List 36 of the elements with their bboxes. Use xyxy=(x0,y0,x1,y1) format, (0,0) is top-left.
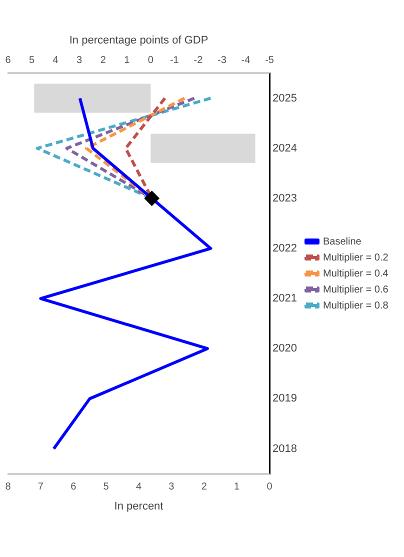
x-axis-title: In percent xyxy=(114,500,164,512)
y-tick-label: 2020 xyxy=(272,342,298,355)
x2-tick-label: 3 xyxy=(76,54,83,66)
y-tick-label: 2023 xyxy=(272,192,298,204)
x-tick-label: 7 xyxy=(38,482,44,493)
x2-axis-title: In percentage points of GDP xyxy=(69,34,208,47)
x-tick-label: 4 xyxy=(136,482,142,493)
x-tick-label: 8 xyxy=(5,482,12,493)
x2-tick-label: 0 xyxy=(148,54,154,66)
x2-tick-label: -4 xyxy=(241,54,251,66)
y-tick-label: 2018 xyxy=(272,442,298,455)
x2-tick-label: 1 xyxy=(124,54,130,66)
y-tick-label: 2019 xyxy=(272,392,298,405)
legend-label: Baseline xyxy=(323,236,362,248)
legend-label: Multiplier = 0.8 xyxy=(323,300,389,312)
x-tick-label: 5 xyxy=(103,482,110,493)
y-tick-label: 2024 xyxy=(272,142,298,154)
y-tick-label: 2025 xyxy=(272,92,298,104)
x-tick-label: 1 xyxy=(234,482,240,493)
x-tick-label: 6 xyxy=(70,482,77,493)
x2-tick-label: -3 xyxy=(218,54,227,66)
y-tick-label: 2021 xyxy=(272,292,298,305)
y-tick-label: 2022 xyxy=(272,242,298,254)
x2-tick-label: -5 xyxy=(265,54,274,66)
legend-label: Multiplier = 0.2 xyxy=(323,252,389,264)
x2-tick-label: 4 xyxy=(52,54,59,66)
x2-tick-label: 2 xyxy=(100,54,106,66)
legend-label: Multiplier = 0.6 xyxy=(323,284,389,296)
x2-tick-label: 5 xyxy=(28,54,35,66)
x-tick-label: 2 xyxy=(201,482,208,493)
x-tick-label: 0 xyxy=(266,482,273,493)
x2-tick-label: -1 xyxy=(170,54,180,66)
legend-label: Multiplier = 0.4 xyxy=(323,268,389,280)
x2-tick-label: 6 xyxy=(5,54,12,66)
x2-tick-label: -2 xyxy=(194,54,204,66)
x-tick-label: 3 xyxy=(168,482,175,493)
